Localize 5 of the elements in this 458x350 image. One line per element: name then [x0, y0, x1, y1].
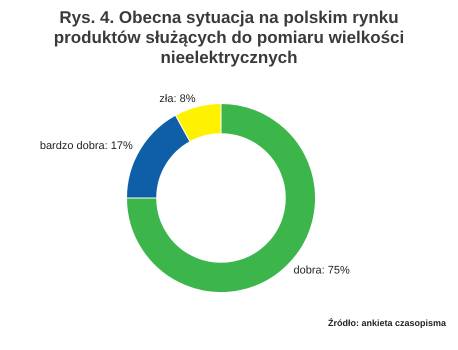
- slice-label: bardzo dobra: 17%: [40, 140, 133, 152]
- text: Źródło: ankieta czasopisma: [326, 318, 447, 328]
- chart-title: Rys. 4. Obecna sytuacja na polskim rynku produktów służących do pomiaru wielkości nieelektrycznych: [52, 8, 406, 68]
- slice-label: dobra: 75%: [293, 264, 350, 277]
- slice-label: zła: 8%: [159, 92, 196, 105]
